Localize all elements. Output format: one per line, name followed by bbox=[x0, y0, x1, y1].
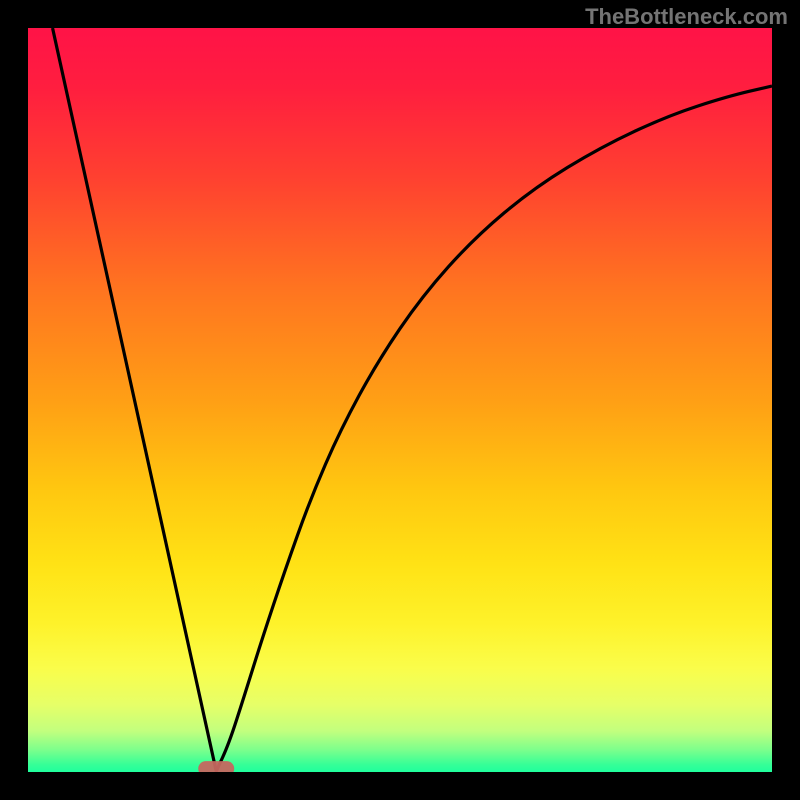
chart-container: TheBottleneck.com bbox=[0, 0, 800, 800]
gradient-background bbox=[28, 28, 772, 772]
chart-svg bbox=[0, 0, 800, 800]
